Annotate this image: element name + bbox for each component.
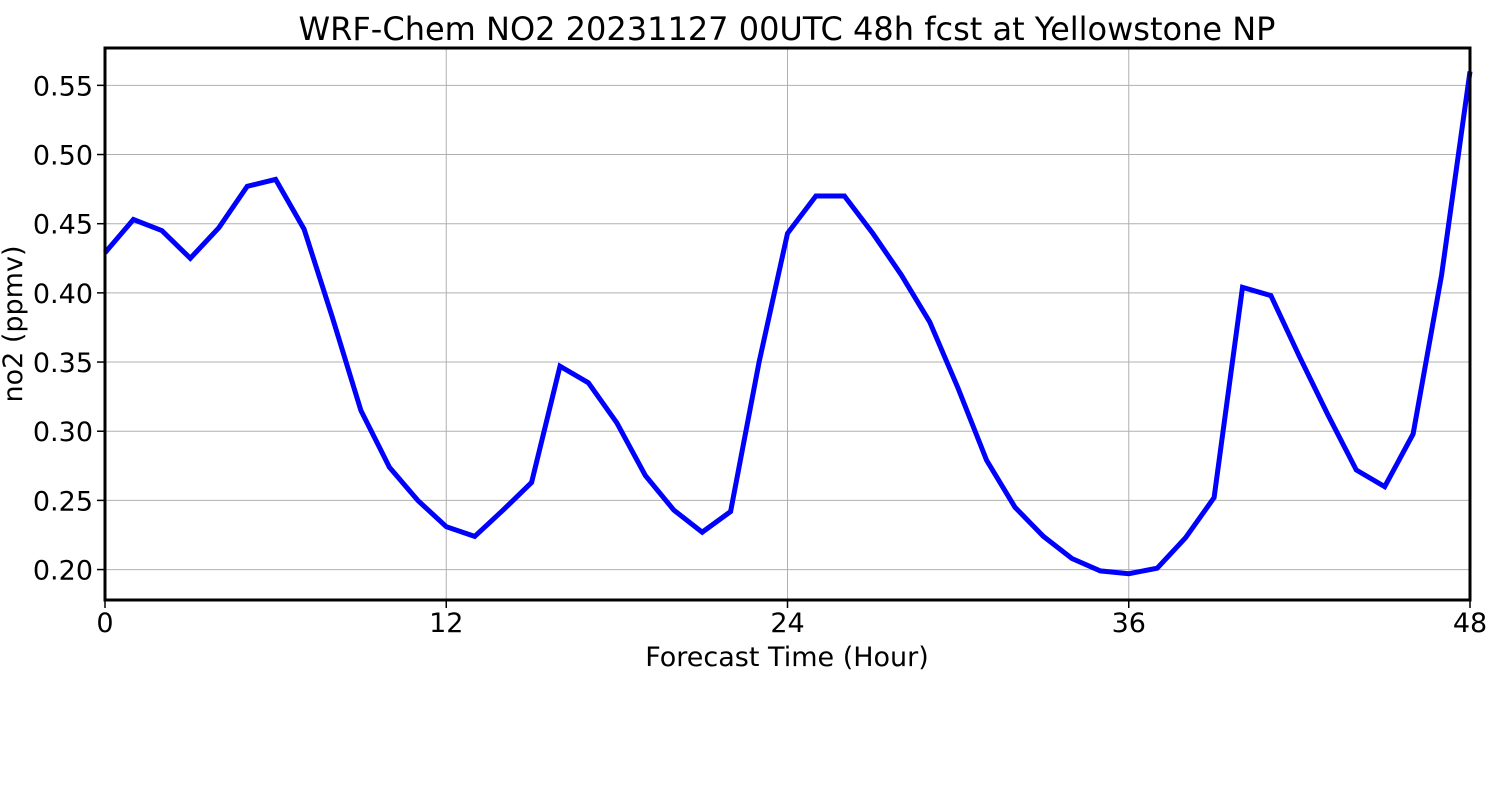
no2-data-point [787, 233, 788, 234]
no2-data-point [844, 196, 845, 197]
no2-data-point [815, 196, 816, 197]
no2-data-point [474, 536, 475, 537]
no2-data-point [1214, 497, 1215, 498]
no2-data-point [929, 321, 930, 322]
no2-data-point [1327, 414, 1328, 415]
no2-data-point [218, 227, 219, 228]
no2-data-point [588, 382, 589, 383]
y-tick-label: 0.25 [33, 486, 93, 517]
no2-data-point [616, 422, 617, 423]
no2-data-point [389, 467, 390, 468]
no2-data-point [1015, 507, 1016, 508]
no2-data-point [275, 179, 276, 180]
no2-data-point [360, 410, 361, 411]
y-axis-label: no2 (ppmv) [0, 245, 29, 402]
no2-data-point [1441, 274, 1442, 275]
no2-data-point [1100, 570, 1101, 571]
x-tick-label: 36 [1112, 608, 1146, 639]
no2-data-point [702, 532, 703, 533]
no2-data-point [304, 229, 305, 230]
y-tick-label: 0.30 [33, 417, 93, 448]
no2-data-point [332, 317, 333, 318]
chart-title: WRF-Chem NO2 20231127 00UTC 48h fcst at … [299, 10, 1276, 48]
no2-data-point [531, 482, 532, 483]
no2-data-point [1043, 536, 1044, 537]
plot-area [103, 71, 1473, 577]
no2-data-point [1413, 433, 1414, 434]
no2-data-point [133, 219, 134, 220]
x-tick-label: 12 [429, 608, 463, 639]
y-tick-label: 0.35 [33, 348, 93, 379]
no2-data-point [1270, 295, 1271, 296]
no2-data-point [1356, 469, 1357, 470]
no2-data-point [1157, 568, 1158, 569]
no2-data-point [1128, 573, 1129, 574]
y-tick-label: 0.50 [33, 141, 93, 172]
y-tick-label: 0.45 [33, 210, 93, 241]
no2-data-point [417, 500, 418, 501]
x-axis-label: Forecast Time (Hour) [645, 642, 929, 673]
no2-data-point [1185, 537, 1186, 538]
no2-data-point [247, 186, 248, 187]
grid-lines [104, 48, 1471, 600]
no2-data-point [759, 362, 760, 363]
no2-data-point [503, 510, 504, 511]
no2-data-point [1071, 558, 1072, 559]
no2-data-point [673, 510, 674, 511]
y-tick-label: 0.40 [33, 279, 93, 310]
x-tick-label: 48 [1453, 608, 1487, 639]
no2-data-point [446, 526, 447, 527]
no2-data-point [190, 258, 191, 259]
no2-data-point [645, 475, 646, 476]
no2-data-point [872, 233, 873, 234]
y-tick-label: 0.55 [33, 71, 93, 102]
no2-data-point [986, 460, 987, 461]
no2-data-point [958, 388, 959, 389]
no2-data-point [161, 230, 162, 231]
x-tick-label: 24 [770, 608, 804, 639]
no2-data-point [1299, 356, 1300, 357]
y-tick-label: 0.20 [33, 556, 93, 587]
no2-data-point [1242, 287, 1243, 288]
no2-data-point [560, 366, 561, 367]
no2-series-line [103, 71, 1473, 577]
x-tick-label: 0 [96, 608, 113, 639]
no2-data-point [901, 274, 902, 275]
no2-data-point [730, 511, 731, 512]
no2-data-point [1384, 486, 1385, 487]
axis-ticks: 0.20 0.25 0.30 0.35 0.40 0.45 0.50 0.55 0 12 24 36 4… [33, 71, 1487, 639]
